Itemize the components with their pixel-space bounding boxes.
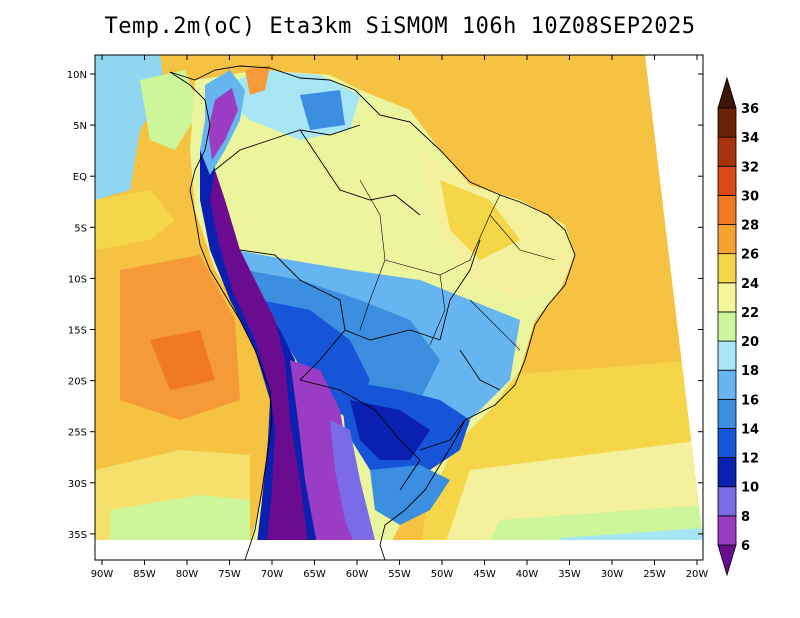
lon-tick-label: 30W	[601, 569, 624, 580]
uruguay-cool	[370, 465, 450, 525]
colorbar-swatch	[717, 282, 737, 313]
lon-tick-label: 75W	[218, 569, 241, 580]
pampas-cold	[330, 420, 375, 540]
colorbar-label: 6	[741, 539, 750, 554]
colorbar-label: 34	[741, 131, 759, 146]
lon-tick-label: 90W	[91, 569, 114, 580]
lon-tick-label: 40W	[516, 569, 539, 580]
colorbar-swatch	[717, 398, 737, 429]
colorbar-swatch	[717, 369, 737, 400]
colorbar-label: 12	[741, 452, 759, 467]
pacific-mid-fill	[95, 190, 175, 250]
brazil-state-borders	[359, 179, 556, 351]
plot-frame: 10N 5N EQ 5S 10S 15S 20S 25S 30S 35S 90W 85W 80W 75W…	[67, 54, 709, 580]
colorbar-swatch	[717, 107, 737, 138]
colorbar-swatch	[717, 486, 737, 517]
colorbar-swatch	[717, 224, 737, 255]
colorbar-swatch	[717, 428, 737, 459]
lon-tick-label: 55W	[388, 569, 411, 580]
lon-tick-label: 20W	[686, 569, 709, 580]
caribbean-warm-coast	[245, 65, 270, 95]
pacific-hot-patch	[150, 330, 215, 390]
colorbar-label: 10	[741, 481, 759, 496]
south-america-coastline	[169, 65, 576, 561]
parana-very-cold	[350, 400, 430, 460]
colorbar-upper-arrow	[717, 76, 737, 109]
atlantic-cold-band	[540, 528, 703, 540]
lat-tick-label: 5S	[74, 223, 87, 234]
colorbar-swatch	[717, 136, 737, 167]
lon-tick-label: 70W	[261, 569, 284, 580]
coastlines-borders	[169, 65, 576, 561]
lat-tick-label: 10S	[68, 274, 87, 285]
colorbar-label: 22	[741, 306, 759, 321]
temperature-field	[95, 55, 703, 540]
lat-tick-label: 35S	[68, 530, 87, 541]
lon-tick-label: 85W	[133, 569, 156, 580]
colorbar-label: 8	[741, 510, 750, 525]
lon-tick-label: 65W	[303, 569, 326, 580]
colorbar-swatch	[717, 311, 737, 342]
colombian-andes-cold	[208, 88, 238, 160]
lat-tick-label: 20S	[68, 377, 87, 388]
colorbar-label: 26	[741, 248, 759, 263]
lon-tick-label: 45W	[473, 569, 496, 580]
lon-tick-label: 50W	[431, 569, 454, 580]
colorbar-lower-arrow	[717, 544, 737, 577]
colorbar-label: 24	[741, 277, 759, 292]
lon-tick-label: 25W	[643, 569, 666, 580]
lon-tick-label: 35W	[558, 569, 581, 580]
pacific-south-cool	[110, 495, 250, 540]
lat-tick-label: 10N	[67, 70, 87, 81]
lat-tick-label: 25S	[68, 428, 87, 439]
guiana-cold-patch	[300, 90, 345, 130]
lat-tick-label: EQ	[73, 172, 87, 183]
northeast-warm	[440, 180, 520, 260]
lon-tick-label: 80W	[176, 569, 199, 580]
colorbar-swatch	[717, 194, 737, 225]
lon-tick-label: 60W	[346, 569, 369, 580]
colorbar-label: 36	[741, 102, 759, 117]
country-borders	[214, 124, 501, 491]
colorbar-label: 32	[741, 160, 759, 175]
colorbar-label: 14	[741, 422, 759, 437]
colorbar-label: 30	[741, 189, 759, 204]
colorbar-swatch	[717, 253, 737, 284]
andes-coldest	[210, 170, 310, 540]
colorbar: 6 8 10 12 14 16 18 20 22 24 26 28 30 32 34 36	[717, 76, 759, 577]
colorbar-swatch	[717, 457, 737, 488]
atlantic-cool-band	[480, 505, 703, 540]
colorbar-swatch	[717, 340, 737, 371]
lat-tick-label: 15S	[68, 326, 87, 337]
lat-tick-label: 5N	[73, 121, 87, 132]
colorbar-swatch	[717, 515, 737, 546]
colorbar-label: 28	[741, 219, 759, 234]
pacific-north-mild	[140, 70, 200, 150]
map-title: Temp.2m(oC) Eta3km SiSMOM 106h 10Z08SEP2…	[104, 14, 696, 39]
colorbar-swatch	[717, 165, 737, 196]
colorbar-label: 20	[741, 335, 759, 350]
colorbar-label: 18	[741, 364, 759, 379]
colorbar-label: 16	[741, 393, 759, 408]
lat-tick-label: 30S	[68, 479, 87, 490]
